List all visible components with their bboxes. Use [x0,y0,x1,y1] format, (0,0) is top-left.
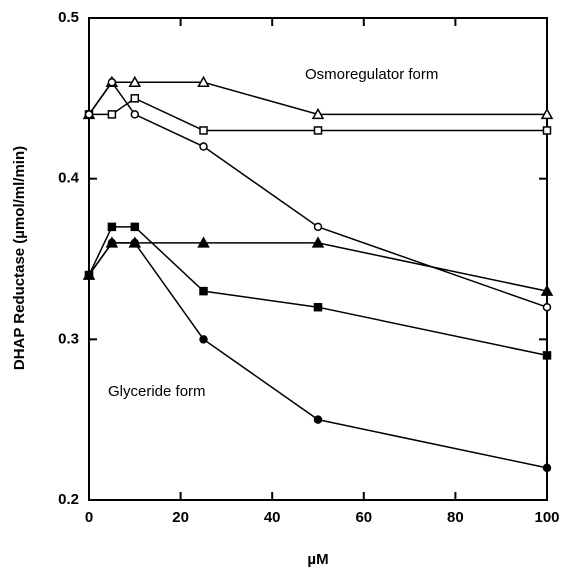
point [130,238,140,248]
x-tick-label: 80 [447,509,464,526]
point [311,236,325,248]
y-tick-label: 0.5 [58,9,79,26]
point [199,142,208,151]
point [540,107,554,120]
point [199,126,208,135]
point [540,284,554,296]
series-line [88,242,548,292]
x-tick-label: 20 [172,509,189,526]
point [313,126,323,135]
point [313,302,323,312]
x-tick-label: 40 [264,509,281,526]
point [199,335,208,344]
series-line [88,242,548,469]
plot-frame [88,17,548,501]
y-tick-label: 0.3 [58,330,79,347]
annotation: Osmoregulator form [305,66,438,83]
point [313,222,323,232]
point [542,463,552,473]
annotation: Glyceride form [108,383,206,400]
point [128,75,142,88]
x-axis-label: µM [307,551,328,568]
x-tick-label: 100 [534,509,559,526]
point [84,270,94,280]
y-tick-label: 0.2 [58,491,79,508]
point [107,110,117,119]
point [107,78,117,87]
x-tick-label: 0 [85,509,93,526]
point [197,75,210,88]
point [197,236,210,248]
point [130,94,140,103]
point [199,286,208,296]
point [107,222,117,232]
point [542,351,552,360]
point [130,222,140,232]
series-line [88,226,548,357]
y-tick-label: 0.4 [58,170,80,187]
point [311,107,325,120]
x-tick-label: 60 [355,509,372,526]
point [542,126,552,135]
point [313,415,323,424]
point [542,302,552,312]
point [130,110,140,119]
point [84,110,94,119]
y-axis-label: DHAP Reductase (µmol/ml/min) [11,146,28,370]
point [107,238,117,248]
series-line [88,80,548,308]
